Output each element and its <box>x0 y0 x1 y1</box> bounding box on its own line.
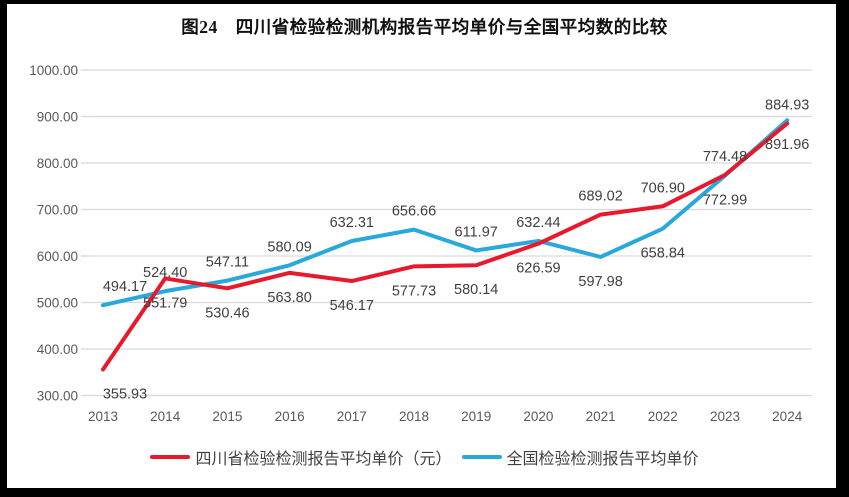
legend-item-national: 全国检验检测报告平均单价 <box>461 445 699 469</box>
x-tick-label: 2023 <box>710 409 740 424</box>
y-tick-label: 1000.00 <box>29 63 78 78</box>
data-label-sichuan: 884.93 <box>765 98 809 114</box>
series-line-national <box>101 118 790 308</box>
legend-swatch-sichuan-line <box>150 454 191 460</box>
data-label-national: 658.84 <box>641 246 685 262</box>
x-tick-label: 2019 <box>461 409 491 424</box>
x-tick-label: 2021 <box>586 409 616 424</box>
x-tick-label: 2018 <box>399 409 429 424</box>
frame-border-top <box>0 0 849 4</box>
series-line-sichuan <box>101 121 790 372</box>
frame-border-right <box>836 0 849 497</box>
y-tick-label: 400.00 <box>37 342 78 357</box>
data-label-national: 772.99 <box>703 193 747 209</box>
frame-border-left <box>0 0 7 497</box>
legend-swatch-national-line <box>461 454 502 460</box>
data-label-national: 611.97 <box>455 224 498 240</box>
legend: 四川省检验检测报告平均单价（元） 全国检验检测报告平均单价 <box>0 445 849 469</box>
x-tick-label: 2016 <box>275 409 305 424</box>
x-tick-label: 2015 <box>212 409 242 424</box>
data-label-sichuan: 580.14 <box>454 282 498 298</box>
legend-label-national: 全国检验检测报告平均单价 <box>506 451 699 468</box>
data-label-sichuan: 563.80 <box>267 290 311 306</box>
data-label-national: 597.98 <box>578 274 622 290</box>
data-label-sichuan: 774.48 <box>703 149 747 165</box>
data-label-national: 656.66 <box>392 204 436 220</box>
x-tick-label: 2020 <box>523 409 553 424</box>
data-label-national: 494.17 <box>103 279 147 295</box>
data-label-sichuan: 530.46 <box>205 305 249 321</box>
y-tick-label: 500.00 <box>37 296 78 311</box>
x-tick-label: 2024 <box>772 409 803 424</box>
data-label-national: 891.96 <box>765 137 809 153</box>
data-label-sichuan: 626.59 <box>516 261 560 277</box>
data-label-sichuan: 551.79 <box>143 295 187 311</box>
chart-title: 图24 四川省检验检测机构报告平均单价与全国平均数的比较 <box>181 17 668 37</box>
data-label-national: 580.09 <box>267 239 311 255</box>
legend-item-sichuan: 四川省检验检测报告平均单价（元） <box>150 445 452 469</box>
data-label-national: 632.31 <box>330 215 374 231</box>
x-tick-label: 2013 <box>88 409 118 424</box>
data-label-sichuan: 577.73 <box>392 283 436 299</box>
data-label-national: 524.40 <box>143 265 187 281</box>
y-tick-label: 800.00 <box>37 156 78 171</box>
y-tick-label: 900.00 <box>37 110 78 125</box>
legend-label-sichuan: 四川省检验检测报告平均单价（元） <box>195 451 452 468</box>
data-label-sichuan: 689.02 <box>578 189 622 205</box>
data-label-sichuan: 355.93 <box>103 386 147 402</box>
x-tick-label: 2017 <box>337 409 367 424</box>
y-tick-label: 300.00 <box>37 389 78 404</box>
x-tick-label: 2014 <box>150 409 181 424</box>
data-label-national: 632.44 <box>516 215 560 231</box>
frame-border-bottom <box>0 488 849 497</box>
data-label-sichuan: 706.90 <box>641 180 685 196</box>
y-tick-label: 600.00 <box>37 249 78 264</box>
data-label-sichuan: 546.17 <box>330 298 374 314</box>
y-tick-label: 700.00 <box>37 203 78 218</box>
data-label-national: 547.11 <box>206 255 249 271</box>
x-tick-label: 2022 <box>648 409 678 424</box>
